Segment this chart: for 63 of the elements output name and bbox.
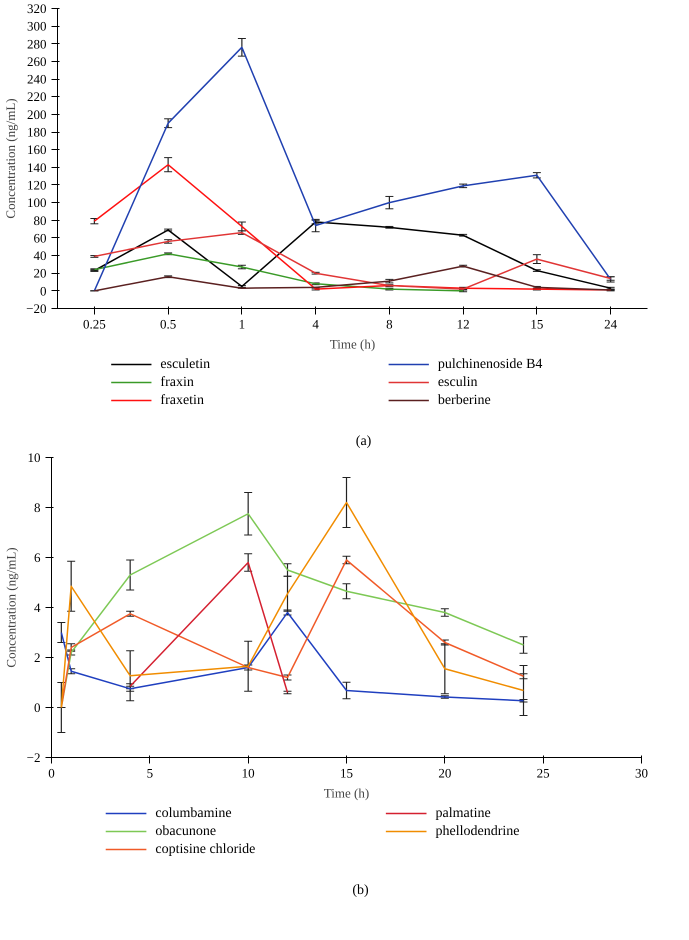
line-series bbox=[94, 221, 612, 289]
legend-label: coptisine chloride bbox=[155, 842, 256, 857]
y-tick-label: 8 bbox=[34, 500, 40, 515]
y-tick-label: 120 bbox=[27, 177, 46, 192]
x-tick-label: 12 bbox=[456, 316, 470, 332]
y-tick-label: 300 bbox=[27, 18, 46, 34]
text: (a) bbox=[356, 434, 372, 449]
legend-label: fraxetin bbox=[160, 393, 204, 408]
y-tick-label: 260 bbox=[27, 54, 46, 69]
x-tick-label: 24 bbox=[604, 316, 618, 332]
text: (b) bbox=[352, 883, 370, 898]
line-series bbox=[60, 559, 524, 708]
y-tick-label: 180 bbox=[27, 124, 46, 140]
x-tick-label: 15 bbox=[340, 766, 353, 780]
y-tick-label: 2 bbox=[34, 650, 40, 665]
x-tick-label: 25 bbox=[536, 766, 550, 780]
x-tick-label: 8 bbox=[386, 316, 393, 332]
x-tick-label: 30 bbox=[635, 766, 648, 780]
x-tick-label: 4 bbox=[312, 316, 320, 332]
y-axis-title: Concentration (ng/mL) bbox=[4, 547, 19, 668]
y-tick-label: 280 bbox=[27, 36, 46, 52]
line-series bbox=[60, 612, 524, 702]
legend-label: palmatine bbox=[436, 806, 491, 821]
y-tick-label: 40 bbox=[34, 248, 46, 264]
y-tick-label: 20 bbox=[34, 266, 46, 281]
x-tick-label: 1 bbox=[238, 316, 246, 332]
legend-label: esculetin bbox=[160, 357, 210, 372]
y-tick-label: 80 bbox=[34, 212, 46, 228]
y-tick-label: 200 bbox=[27, 106, 46, 122]
y-tick-label: −2 bbox=[26, 750, 41, 765]
legend-label: pulchinenoside B4 bbox=[438, 357, 542, 372]
y-tick-label: 140 bbox=[27, 160, 46, 175]
legend-label: berberine bbox=[438, 393, 491, 408]
x-tick-label: 0.25 bbox=[83, 316, 106, 332]
legend-label: phellodendrine bbox=[436, 824, 520, 839]
x-tick-label: 15 bbox=[530, 316, 544, 332]
y-tick-label: −20 bbox=[26, 301, 47, 316]
legend-label: esculin bbox=[438, 375, 478, 390]
y-tick-label: 60 bbox=[34, 230, 46, 246]
legend-label: fraxin bbox=[160, 375, 194, 390]
x-tick-label: 10 bbox=[242, 766, 255, 780]
x-tick-label: 20 bbox=[438, 766, 452, 780]
legend-label: obacunone bbox=[155, 824, 216, 839]
y-tick-label: 0 bbox=[34, 700, 40, 715]
y-tick-label: 10 bbox=[28, 450, 40, 465]
y-tick-label: 4 bbox=[34, 600, 41, 615]
line-series bbox=[94, 232, 612, 290]
y-tick-label: 160 bbox=[27, 142, 46, 158]
y-tick-label: 320 bbox=[27, 1, 46, 16]
y-tick-label: 6 bbox=[34, 550, 41, 565]
y-tick-label: 0 bbox=[40, 283, 46, 298]
line-series bbox=[94, 46, 612, 292]
y-tick-label: 240 bbox=[27, 72, 46, 87]
line-series bbox=[94, 265, 612, 292]
x-axis-title: Time (h) bbox=[324, 786, 370, 800]
line-series bbox=[94, 253, 464, 292]
y-tick-label: 100 bbox=[27, 195, 46, 210]
y-axis-title: Concentration (ng/mL) bbox=[3, 98, 18, 219]
y-tick-label: 220 bbox=[27, 89, 46, 104]
x-tick-label: 5 bbox=[146, 766, 154, 780]
x-tick-label: 0.5 bbox=[160, 316, 176, 332]
legend-label: columbamine bbox=[155, 806, 232, 821]
x-axis-title: Time (h) bbox=[330, 336, 376, 352]
